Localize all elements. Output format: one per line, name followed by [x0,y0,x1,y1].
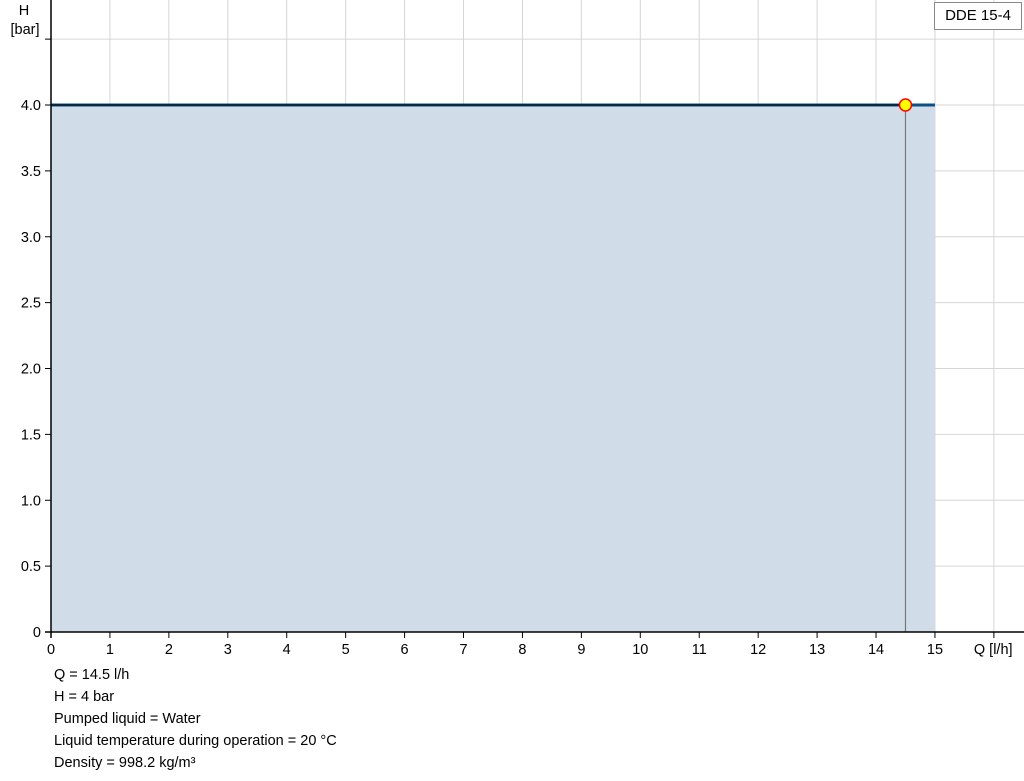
info-head: H = 4 bar [54,689,115,705]
x-tick-label: 1 [106,642,114,658]
x-tick-label: 7 [459,642,467,658]
y-tick-label: 0.5 [21,559,41,575]
info-density: Density = 998.2 kg/m³ [54,755,196,771]
y-axis-label: H [19,3,29,19]
y-axis-unit: [bar] [10,22,39,38]
y-tick-label: 3.5 [21,164,41,180]
x-tick-label: 12 [750,642,766,658]
y-tick-label: 1.5 [21,427,41,443]
x-tick-label: 6 [401,642,409,658]
x-tick-label: 15 [927,642,943,658]
y-tick-label: 3.0 [21,230,41,246]
curve-area [51,105,935,632]
info-flow: Q = 14.5 l/h [54,667,130,683]
y-tick-label: 2.5 [21,296,41,312]
x-tick-label: 2 [165,642,173,658]
info-liquid: Pumped liquid = Water [54,711,201,727]
y-tick-label: 0 [33,625,41,641]
x-tick-label: 8 [518,642,526,658]
operating-info: Q = 14.5 l/h H = 4 bar Pumped liquid = W… [54,664,337,774]
x-tick-label: 14 [868,642,884,658]
x-axis-label: Q [l/h] [974,642,1013,658]
y-tick-label: 1.0 [21,493,41,509]
y-tick-label: 2.0 [21,362,41,378]
operating-point [898,98,913,112]
y-tick-label: 4.0 [21,98,41,114]
x-tick-label: 13 [809,642,825,658]
x-tick-label: 9 [577,642,585,658]
x-tick-label: 3 [224,642,232,658]
x-tick-label: 4 [283,642,291,658]
x-tick-label: 10 [632,642,648,658]
x-tick-label: 5 [342,642,350,658]
legend-label: DDE 15-4 [934,2,1022,30]
info-temperature: Liquid temperature during operation = 20… [54,733,337,749]
x-tick-label: 0 [47,642,55,658]
x-tick-label: 11 [692,642,707,658]
